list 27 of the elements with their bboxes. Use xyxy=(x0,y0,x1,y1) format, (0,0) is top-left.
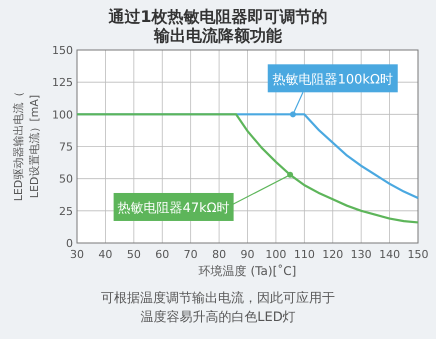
chart-title: 通过1枚热敏电阻器即可调节的输出电流降额功能 xyxy=(107,7,328,45)
y-tick-label: 125 xyxy=(52,76,73,90)
x-tick-label: 150 xyxy=(408,248,428,261)
y-tick-label: 50 xyxy=(59,172,73,186)
y-tick-label: 100 xyxy=(52,108,73,122)
y-tick-label: 25 xyxy=(59,204,73,218)
y-tick-label: 75 xyxy=(59,140,73,154)
x-tick-label: 70 xyxy=(184,248,198,261)
x-tick-label: 120 xyxy=(322,248,344,261)
x-tick-label: 100 xyxy=(265,248,286,261)
line-series xyxy=(76,113,420,224)
x-tick-label: 140 xyxy=(379,248,400,261)
x-tick-label: 80 xyxy=(212,248,226,261)
x-tick-label: 40 xyxy=(98,248,112,261)
x-tick-label: 130 xyxy=(350,248,372,261)
x-tick-label: 110 xyxy=(294,248,315,261)
y-tick-label: 0 xyxy=(66,237,73,250)
y-tick-label: 150 xyxy=(52,44,73,57)
x-axis-title: 环境温度 (Ta)[˚C] xyxy=(198,264,296,278)
x-tick-label: 60 xyxy=(155,248,170,261)
x-tick-label: 30 xyxy=(70,248,84,261)
text: 热敏电阻器100kΩ时 xyxy=(272,72,393,88)
text: 可根据温度调节输出电流，因此可应用于温度容易升高的白色LED灯 xyxy=(101,290,335,325)
x-tick-label: 50 xyxy=(126,248,141,261)
x-tick-label: 90 xyxy=(240,248,254,261)
y-axis-title: LED驱动器输出电流（LED设置电流）[mA] xyxy=(12,92,41,202)
text: 热敏电阻器47kΩ时 xyxy=(118,200,230,216)
